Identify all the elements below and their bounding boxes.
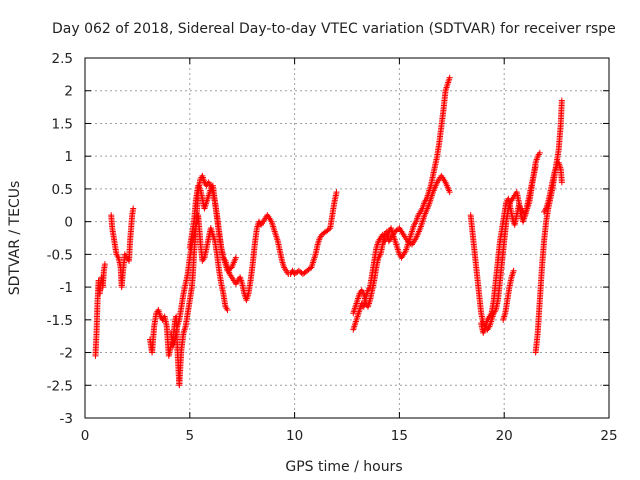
y-tick-label: -1 (60, 280, 73, 296)
data-point (101, 261, 108, 268)
x-tick-label: 25 (600, 428, 617, 444)
y-tick-label: -3 (60, 411, 73, 427)
data-point (446, 189, 453, 196)
data-point (558, 179, 565, 186)
y-tick-label: 1 (64, 149, 73, 165)
y-tick-label: 1.5 (52, 116, 73, 132)
plot-frame (84, 57, 610, 419)
data-point (536, 149, 543, 156)
y-tick-label: -2 (60, 346, 73, 362)
y-tick-label: -1.5 (47, 313, 73, 329)
x-tick-label: 15 (391, 428, 408, 444)
data-point (532, 163, 539, 169)
chart-title: Day 062 of 2018, Sidereal Day-to-day VTE… (52, 21, 616, 37)
y-tick-label: 2.5 (52, 51, 73, 67)
data-point (224, 307, 231, 313)
data-point (558, 97, 565, 104)
data-point (130, 205, 137, 212)
y-tick-label: 2 (64, 84, 73, 100)
x-tick-labels: 0 5 10 15 20 25 (81, 428, 618, 444)
y-tick-label: -0.5 (47, 247, 73, 263)
data-point (232, 254, 239, 261)
x-tick-label: 0 (81, 428, 90, 444)
y-tick-labels: -3 -2.5 -2 -1.5 -1 -0.5 0 0.5 1 1.5 2 2.5 (47, 51, 73, 427)
axis-ticks (84, 57, 610, 419)
x-tick-label: 5 (186, 428, 195, 444)
data-point (510, 267, 517, 274)
data-point (333, 189, 340, 196)
grid-lines (85, 58, 609, 418)
y-tick-label: -2.5 (47, 378, 73, 394)
data-points (92, 74, 565, 389)
y-tick-label: 0.5 (52, 182, 73, 198)
x-axis-title: GPS time / hours (285, 459, 402, 475)
data-point (446, 74, 453, 81)
x-tick-label: 20 (496, 428, 513, 444)
y-tick-label: 0 (64, 215, 73, 231)
x-tick-label: 10 (286, 428, 303, 444)
y-axis-title: SDTVAR / TECUs (7, 181, 23, 296)
